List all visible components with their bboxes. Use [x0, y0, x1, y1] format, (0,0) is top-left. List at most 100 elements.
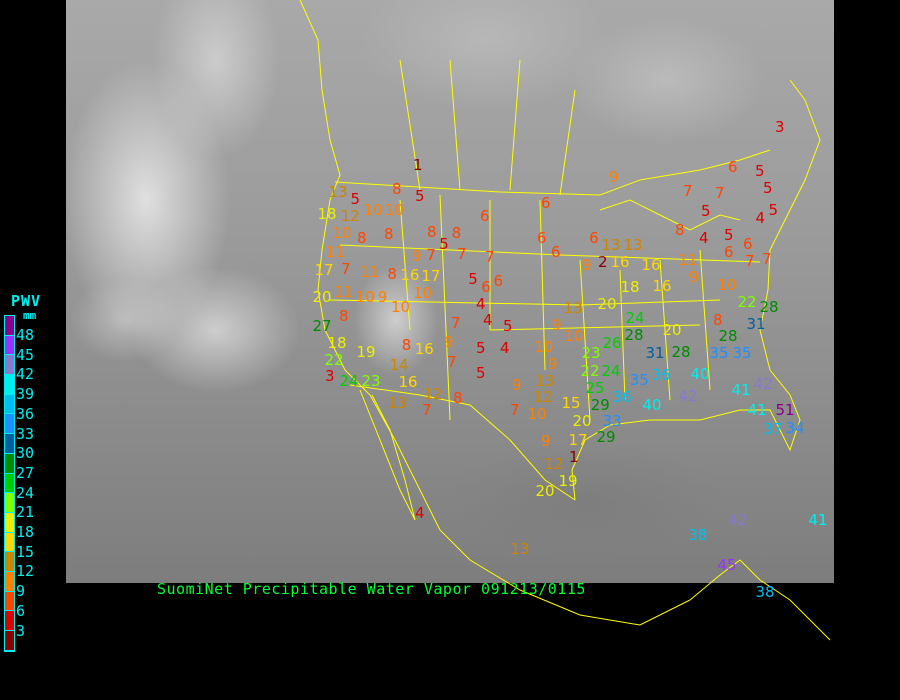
station-pwv-value: 12 — [423, 384, 443, 403]
station-pwv-value: 10 — [534, 338, 554, 357]
station-pwv-value: 24 — [601, 362, 621, 381]
legend-swatch — [5, 552, 14, 572]
station-pwv-value: 7 — [422, 400, 432, 419]
station-pwv-value: 4 — [415, 503, 425, 522]
station-pwv-value: 19 — [558, 471, 578, 490]
station-pwv-value: 14 — [389, 355, 409, 374]
legend-tick: 48 — [16, 326, 35, 344]
legend-tick: 12 — [16, 562, 35, 581]
station-pwv-value: 28 — [718, 327, 738, 346]
station-pwv-value: 10 — [527, 404, 547, 423]
legend-swatch — [5, 414, 14, 435]
legend-swatch — [5, 355, 14, 376]
station-pwv-value: 5 — [755, 161, 765, 180]
mexico-border — [349, 384, 576, 501]
station-pwv-value: 17 — [568, 431, 588, 449]
station-pwv-value: 12 — [533, 388, 553, 407]
legend-swatch — [5, 316, 14, 336]
station-pwv-value: 10 — [391, 297, 411, 316]
station-pwv-value: 23 — [361, 371, 381, 390]
legend-tick: 30 — [16, 444, 35, 463]
station-pwv-value: 9 — [444, 332, 454, 351]
station-pwv-value: 3 — [775, 117, 785, 136]
station-pwv-value: 38 — [688, 525, 708, 544]
station-pwv-value: 10 — [413, 284, 433, 302]
legend-tick: 9 — [16, 582, 26, 601]
station-pwv-value: 6 — [480, 206, 490, 225]
state-lines — [329, 59, 761, 421]
legend-swatch — [5, 434, 14, 454]
station-pwv-value: 51 — [775, 400, 795, 419]
station-pwv-value: 33 — [602, 411, 622, 430]
station-pwv-value: 20 — [312, 287, 332, 306]
legend-tick: 15 — [16, 542, 35, 561]
station-pwv-value: 9 — [377, 287, 388, 306]
station-pwv-value: 42 — [753, 374, 773, 393]
station-pwv-value: 25 — [585, 379, 605, 398]
legend-tick: 33 — [16, 424, 35, 443]
station-pwv-value: 16 — [400, 265, 420, 284]
legend-swatch — [5, 335, 14, 356]
station-pwv-value: 10 — [717, 275, 737, 294]
station-pwv-value: 16 — [414, 339, 434, 358]
station-pwv-value: 5 — [701, 201, 711, 220]
station-pwv-value: 22 — [324, 350, 344, 369]
station-pwv-value: 13 — [387, 393, 407, 412]
station-pwv-value: 6 — [493, 271, 504, 290]
station-pwv-value: 9 — [548, 354, 558, 373]
station-pwv-value: 11 — [678, 251, 698, 269]
station-pwv-value: 6 — [724, 242, 734, 261]
station-pwv-value: 22 — [580, 362, 600, 381]
legend-swatch — [5, 512, 14, 533]
station-pwv-value: 35 — [732, 343, 752, 362]
legend-swatch — [5, 631, 14, 651]
station-pwv-value: 7 — [510, 400, 520, 419]
station-pwv-value: 7 — [451, 313, 461, 332]
station-pwv-value: 35 — [709, 344, 729, 363]
station-pwv-value: 1 — [569, 448, 579, 466]
legend-swatch — [5, 453, 14, 474]
station-pwv-value: 5 — [476, 338, 486, 357]
station-pwv-value: 11 — [334, 282, 354, 301]
legend-tick: 6 — [16, 601, 26, 620]
station-pwv-value: 8 — [427, 222, 437, 241]
station-pwv-value: 5 — [763, 178, 773, 197]
station-pwv-value: 11 — [360, 262, 380, 281]
station-pwv-value: 37 — [763, 419, 783, 438]
station-pwv-value: 8 — [387, 264, 397, 283]
station-pwv-value: 41 — [731, 380, 751, 399]
station-pwv-value: 16 — [641, 255, 661, 274]
station-pwv-value: 27 — [312, 317, 332, 336]
station-pwv-value: 38 — [755, 582, 775, 601]
station-pwv-value: 6 — [541, 193, 551, 212]
station-pwv-value: 13 — [510, 539, 530, 558]
station-pwv-value: 8 — [401, 335, 412, 354]
station-pwv-value: 9 — [412, 246, 422, 265]
station-pwv-value: 40 — [642, 395, 662, 414]
station-pwv-value: 26 — [602, 333, 622, 352]
station-pwv-value: 13 — [328, 182, 348, 201]
legend-colorbar — [4, 315, 15, 652]
station-pwv-value: 9 — [582, 255, 592, 274]
station-pwv-value: 5 — [350, 190, 361, 209]
legend-tick: 21 — [16, 503, 35, 522]
station-pwv-value: 20 — [572, 411, 592, 430]
station-pwv-value: 20 — [535, 481, 555, 500]
station-pwv-value: 9 — [552, 315, 562, 334]
station-pwv-value: 5 — [503, 316, 513, 335]
station-pwv-value: 6 — [481, 277, 491, 296]
legend-swatch — [5, 375, 14, 395]
station-pwv-value: 5 — [724, 225, 734, 244]
station-pwv-value: 11 — [325, 242, 345, 261]
station-pwv-value: 5 — [439, 234, 449, 253]
station-pwv-value: 10 — [363, 200, 383, 219]
station-pwv-value: 31 — [746, 314, 766, 333]
legend-swatch — [5, 532, 14, 553]
station-pwv-value: 5 — [476, 363, 486, 382]
station-pwv-value: 13 — [535, 371, 555, 390]
station-pwv-value: 29 — [590, 395, 610, 414]
station-pwv-value: 36 — [612, 388, 632, 406]
legend-swatch — [5, 473, 14, 494]
gulf-coast — [571, 369, 801, 501]
